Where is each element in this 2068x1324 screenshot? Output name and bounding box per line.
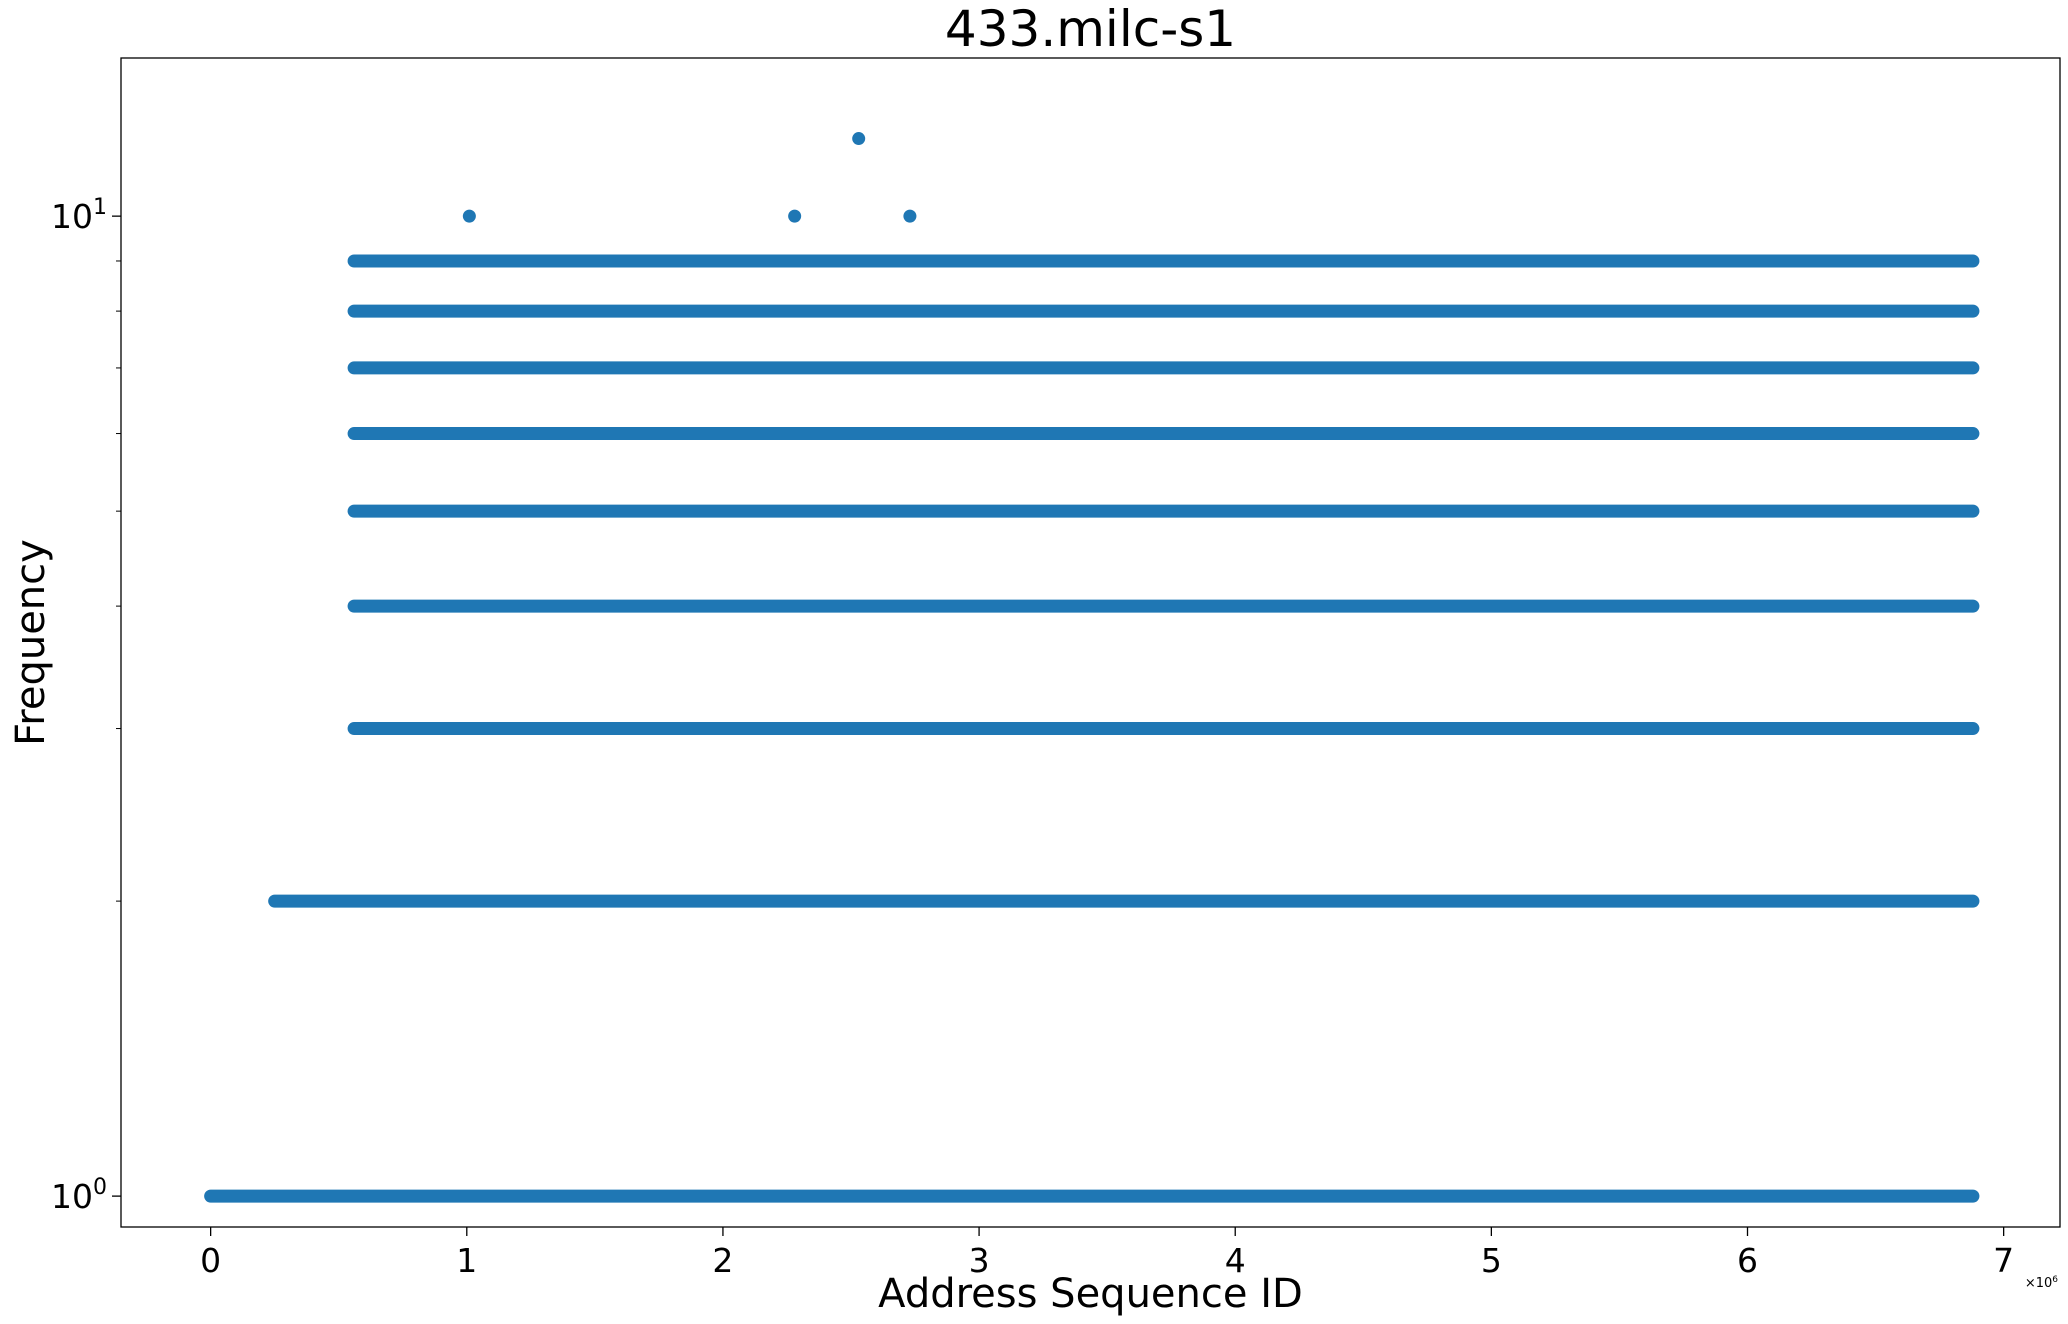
scatter-point-3 xyxy=(903,209,917,223)
x-tick-label-4: 4 xyxy=(1225,1241,1246,1280)
x-tick-label-5: 5 xyxy=(1481,1241,1502,1280)
x-tick-label-1: 1 xyxy=(456,1241,477,1280)
x-axis-label: Address Sequence ID xyxy=(878,1271,1303,1317)
plot-area xyxy=(204,132,1980,1203)
scatter-point-2 xyxy=(788,209,802,223)
x-tick-label-7: 7 xyxy=(1993,1241,2014,1280)
x-tick-label-6: 6 xyxy=(1737,1241,1758,1280)
x-tick-label-0: 0 xyxy=(200,1241,221,1280)
x-axis: 0 1 2 3 4 5 6 7 xyxy=(200,1227,2014,1280)
x-tick-label-3: 3 xyxy=(969,1241,990,1280)
y-axis-label: Frequency xyxy=(8,539,54,746)
axes-frame xyxy=(120,57,2061,1228)
x-offset-exponent: 6 xyxy=(2052,1275,2058,1285)
y-axis: 100 101 xyxy=(51,195,121,1216)
y-tick-label-1: 100 xyxy=(51,1175,107,1216)
y-tick-label-10: 101 xyxy=(51,195,107,236)
x-axis-offset-label: ×106 xyxy=(2025,1275,2058,1291)
scatter-point-1 xyxy=(462,209,476,223)
x-tick-label-2: 2 xyxy=(712,1241,733,1280)
x-offset-base: ×10 xyxy=(2025,1276,2052,1291)
scatter-point-4 xyxy=(852,132,866,146)
chart-title: 433.milc-s1 xyxy=(945,0,1236,58)
